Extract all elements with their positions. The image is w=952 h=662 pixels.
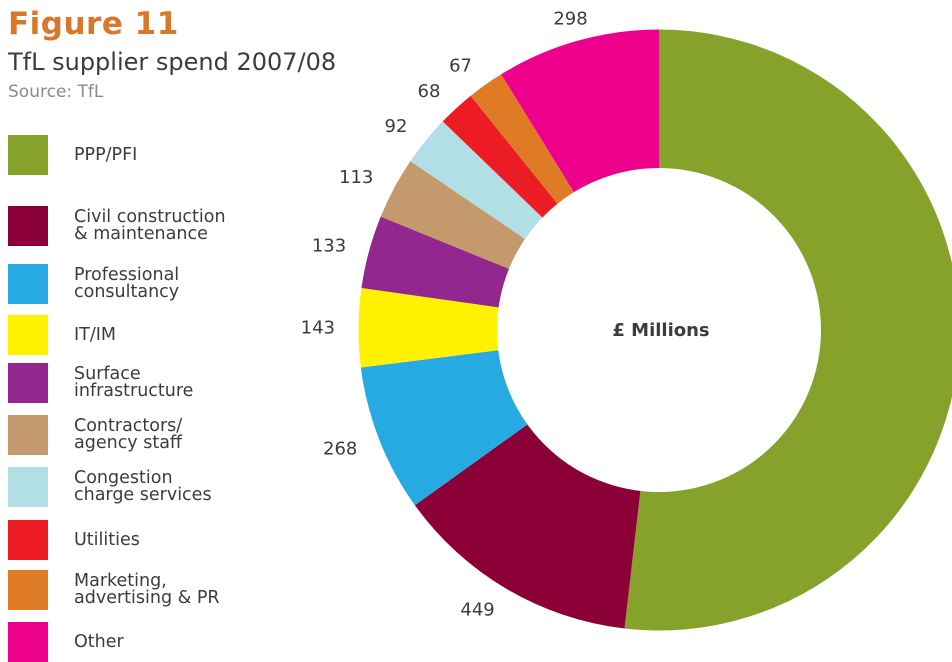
value-label-contractors-agency-staff: 113: [339, 167, 373, 188]
value-label-surface-infrastructure: 133: [312, 236, 346, 257]
value-label-civil-construction-maintenance: 449: [460, 599, 494, 620]
value-label-congestion-charge-services: 92: [385, 116, 408, 137]
value-label-other: 298: [553, 8, 587, 29]
value-label-professional-consultancy: 268: [323, 438, 357, 459]
value-label-marketing-advertising-pr: 67: [449, 55, 472, 76]
value-label-it-im: 143: [301, 318, 335, 339]
value-label-utilities: 68: [418, 81, 441, 102]
center-label: £ Millions: [612, 320, 709, 341]
